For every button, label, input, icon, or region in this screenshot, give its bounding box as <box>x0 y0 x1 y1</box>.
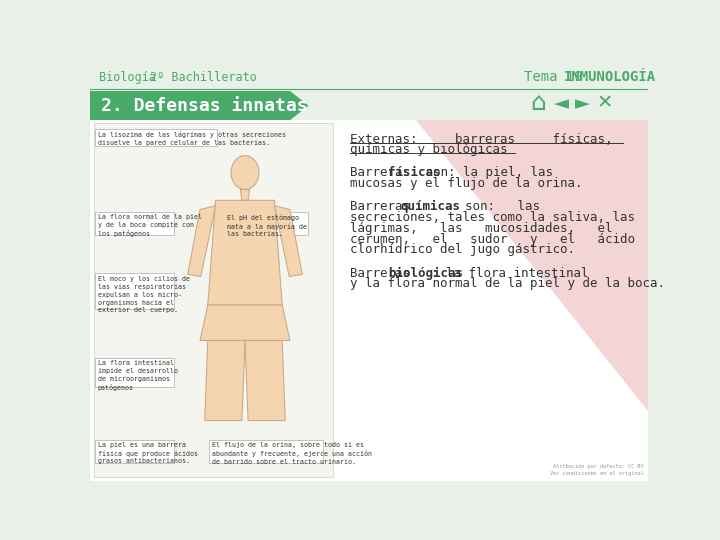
Text: ✕: ✕ <box>596 94 613 113</box>
Text: La flora normal de la piel
y de la boca compite con
los patógenos: La flora normal de la piel y de la boca … <box>98 214 202 237</box>
Text: ⌂: ⌂ <box>530 91 546 116</box>
Text: La flora intestinal
impide el desarrollo
de microorganismos
patógenos: La flora intestinal impide el desarrollo… <box>98 361 178 391</box>
Text: biológicas: biológicas <box>388 267 463 280</box>
Text: ◄: ◄ <box>554 94 569 113</box>
Polygon shape <box>208 200 282 305</box>
Polygon shape <box>188 206 215 276</box>
Ellipse shape <box>231 156 259 190</box>
Text: y la flora normal de la piel y de la boca.: y la flora normal de la piel y de la boc… <box>350 278 665 291</box>
FancyBboxPatch shape <box>96 273 174 309</box>
FancyBboxPatch shape <box>96 212 174 235</box>
FancyBboxPatch shape <box>225 212 307 235</box>
Text: lágrimas,   las   mucosidades,   el: lágrimas, las mucosidades, el <box>350 222 612 235</box>
Text: INMUNOLOGÍA: INMUNOLOGÍA <box>564 70 657 84</box>
Text: El moco y los cilios de
las vías respiratorias
expulsan a los micro-
organismos : El moco y los cilios de las vías respira… <box>98 276 190 313</box>
Text: : la flora intestinal: : la flora intestinal <box>431 267 588 280</box>
Text: mucosas y el flujo de la orina.: mucosas y el flujo de la orina. <box>350 177 582 190</box>
Text: Tema 19.: Tema 19. <box>524 70 599 84</box>
Polygon shape <box>274 206 302 276</box>
Text: La lisozima de las lágrimas y otras secreciones
disuelve la pared celular de las: La lisozima de las lágrimas y otras secr… <box>98 132 286 146</box>
FancyBboxPatch shape <box>96 440 174 463</box>
Text: Externas:     barreras     físicas,: Externas: barreras físicas, <box>350 132 612 146</box>
FancyBboxPatch shape <box>90 65 648 90</box>
Polygon shape <box>204 340 245 421</box>
Polygon shape <box>245 340 285 421</box>
Polygon shape <box>290 91 309 120</box>
Text: Biología: Biología <box>99 71 156 84</box>
Text: Atribución por defecto: CC BY
Ver condiciones en el original: Atribución por defecto: CC BY Ver condic… <box>549 464 644 476</box>
Text: 2º Bachillerato: 2º Bachillerato <box>150 71 257 84</box>
Text: son: la piel, las: son: la piel, las <box>418 166 553 179</box>
Text: La piel es una barrera
física que produce ácidos
grasos antibacterianos.: La piel es una barrera física que produc… <box>98 442 198 464</box>
FancyBboxPatch shape <box>96 130 217 146</box>
Polygon shape <box>240 190 250 200</box>
FancyBboxPatch shape <box>90 120 648 481</box>
Text: Barreras: Barreras <box>350 200 440 213</box>
FancyBboxPatch shape <box>90 91 290 120</box>
Text: ►: ► <box>575 94 590 113</box>
Text: Barreras: Barreras <box>350 166 417 179</box>
Text: cerumen,   el   sudor   y   el   ácido: cerumen, el sudor y el ácido <box>350 233 634 246</box>
FancyBboxPatch shape <box>94 123 333 477</box>
Text: son:   las: son: las <box>435 200 540 213</box>
Text: físicas: físicas <box>388 166 441 179</box>
Text: 2. Defensas innatas: 2. Defensas innatas <box>101 97 307 114</box>
FancyBboxPatch shape <box>96 358 174 387</box>
Text: secreciones, tales como la saliva, las: secreciones, tales como la saliva, las <box>350 211 634 224</box>
Text: clorhídrico del jugo gástrico.: clorhídrico del jugo gástrico. <box>350 244 575 256</box>
Polygon shape <box>200 305 290 340</box>
Text: El flujo de la orina, sobre todo si es
abundante y frecuente, ejerce una acción
: El flujo de la orina, sobre todo si es a… <box>212 442 372 465</box>
Text: químicas: químicas <box>401 200 461 213</box>
Text: Barreras: Barreras <box>350 267 417 280</box>
Polygon shape <box>415 120 648 411</box>
FancyBboxPatch shape <box>210 440 323 463</box>
Text: químicas y biológicas: químicas y biológicas <box>350 143 507 157</box>
Text: El pH del estómago
mata a la mayoría de
las bacterias.: El pH del estómago mata a la mayoría de … <box>228 214 307 238</box>
